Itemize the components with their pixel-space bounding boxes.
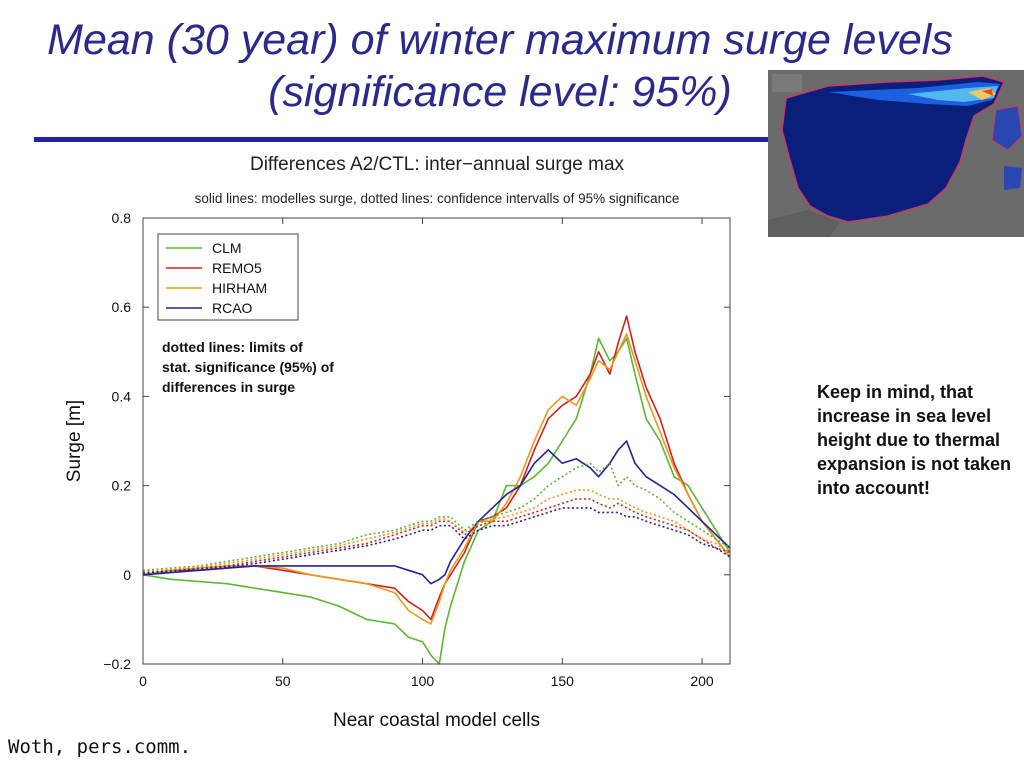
legend: CLM REMO5 HIRHAM RCAO <box>157 233 299 321</box>
series-line-hirham-dotted <box>142 489 731 572</box>
x-tick-label: 0 <box>139 673 147 689</box>
significance-annotation: dotted lines: limits of stat. significanc… <box>162 339 334 395</box>
y-tick-label: 0.2 <box>112 478 132 494</box>
series-line-rcao-dotted <box>142 507 731 574</box>
slide-title: Mean (30 year) of winter maximum surge l… <box>0 14 1000 118</box>
y-tick-label: 0.8 <box>112 210 132 226</box>
plot-frame <box>142 217 731 665</box>
plot-area: 0 50 100 150 200 −0.2 0 0.2 0.4 0.6 0.8 <box>103 210 731 689</box>
x-tick-label: 200 <box>690 673 714 689</box>
title-underline <box>34 137 774 142</box>
annotation-line: stat. significance (95%) of <box>162 359 334 375</box>
slide-title-line2: (significance level: 95%) <box>268 68 732 116</box>
chart-subtitle: solid lines: modelles surge, dotted line… <box>195 191 680 206</box>
y-tick-label: 0.6 <box>112 299 132 315</box>
slide-title-line1: Mean (30 year) of winter maximum surge l… <box>47 16 953 64</box>
surge-chart: Differences A2/CTL: inter−annual surge m… <box>64 154 731 731</box>
series-line-hirham-solid <box>142 333 731 625</box>
thermal-expansion-note: Keep in mind, that increase in sea level… <box>817 382 1012 498</box>
y-tick-label: 0.4 <box>112 388 132 404</box>
y-tick-label: 0 <box>123 567 131 583</box>
x-axis-label: Near coastal model cells <box>333 710 540 731</box>
legend-label-remo5: REMO5 <box>212 260 262 276</box>
chart-title: Differences A2/CTL: inter−annual surge m… <box>250 154 625 175</box>
x-tick-label: 50 <box>275 673 291 689</box>
author-credit: Woth, pers.comm. <box>8 736 192 758</box>
north-sea-map <box>768 70 1024 237</box>
x-tick-label: 150 <box>551 673 575 689</box>
x-tick-label: 100 <box>411 673 435 689</box>
annotation-line: differences in surge <box>162 379 295 395</box>
series-line-rcao-solid <box>142 440 731 585</box>
series-line-clm-solid <box>142 337 731 665</box>
y-axis-label: Surge [m] <box>64 400 85 482</box>
annotation-line: dotted lines: limits of <box>162 339 303 355</box>
legend-label-hirham: HIRHAM <box>212 280 267 296</box>
series-line-clm-dotted <box>142 462 731 572</box>
legend-label-clm: CLM <box>212 240 242 256</box>
legend-label-rcao: RCAO <box>212 300 253 316</box>
y-tick-label: −0.2 <box>103 656 131 672</box>
